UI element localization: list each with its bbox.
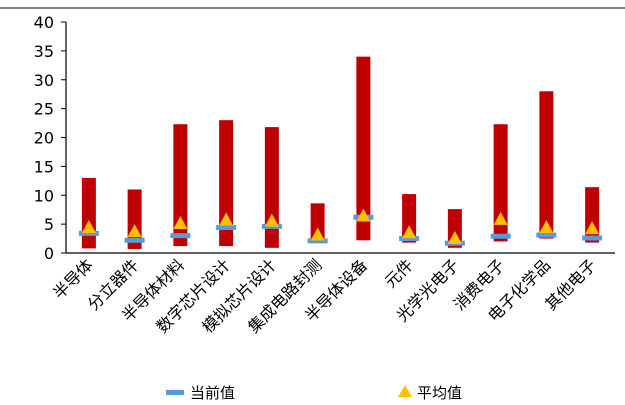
average-value-markers — [81, 208, 600, 244]
legend: 当前值 平均值 — [166, 384, 462, 402]
legend-current-swatch — [166, 390, 184, 395]
range-bar — [402, 194, 417, 243]
range-bar — [264, 127, 279, 248]
average-value-marker — [493, 211, 508, 225]
range-bar — [81, 177, 96, 249]
average-value-marker — [402, 225, 417, 239]
y-tick-label: 35 — [34, 42, 54, 61]
average-value-marker — [219, 212, 234, 226]
current-value-marker — [582, 235, 603, 241]
x-tick-label: 其他电子 — [541, 255, 600, 314]
current-value-marker — [399, 236, 420, 242]
average-value-marker — [356, 208, 371, 222]
y-tick-label: 30 — [34, 71, 54, 90]
average-value-marker — [81, 220, 96, 234]
y-tick-label: 40 — [34, 13, 54, 32]
current-value-markers — [78, 214, 603, 246]
range-bar — [539, 91, 554, 239]
average-value-marker — [264, 213, 279, 227]
current-value-marker — [307, 238, 328, 244]
range-bar — [585, 187, 600, 243]
range-bars — [81, 56, 600, 249]
x-tick-label: 元件 — [381, 255, 417, 291]
legend-current-label: 当前值 — [190, 384, 235, 401]
current-value-marker — [170, 233, 191, 239]
legend-average-label: 平均值 — [417, 384, 462, 401]
range-bar — [356, 56, 371, 241]
current-value-marker — [78, 230, 99, 236]
current-value-marker — [536, 232, 557, 238]
y-tick-label: 15 — [34, 157, 54, 176]
legend-average-swatch — [398, 385, 412, 397]
average-value-marker — [539, 220, 554, 234]
y-tick-label: 25 — [34, 100, 54, 119]
y-tick-label: 10 — [34, 186, 54, 205]
current-value-marker — [124, 237, 145, 243]
range-bar — [219, 120, 234, 247]
range-bar — [310, 203, 325, 242]
average-value-marker — [310, 227, 325, 241]
y-tick-label: 0 — [44, 244, 54, 263]
range-bar — [493, 124, 508, 242]
y-axis-ticks: 0 5 10 15 20 25 30 35 40 — [34, 13, 66, 263]
average-value-marker — [447, 230, 462, 244]
average-value-marker — [173, 215, 188, 229]
average-value-marker — [127, 224, 142, 238]
average-value-marker — [585, 221, 600, 235]
y-tick-label: 20 — [34, 129, 54, 148]
current-value-marker — [490, 233, 511, 239]
range-bar — [173, 124, 188, 247]
y-tick-label: 5 — [44, 215, 54, 234]
current-value-marker — [216, 225, 237, 231]
